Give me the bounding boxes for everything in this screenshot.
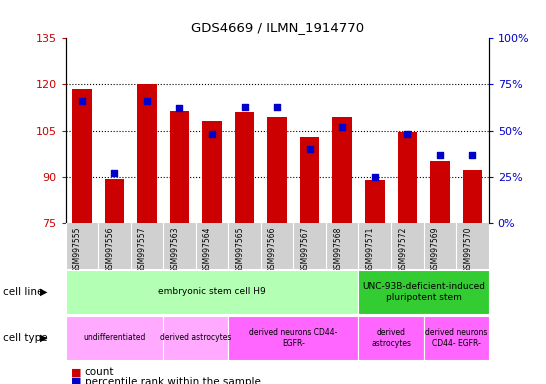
Bar — [170, 111, 189, 223]
Bar — [72, 89, 92, 223]
Point — [468, 151, 477, 157]
Bar — [137, 84, 157, 223]
Text: undifferentiated: undifferentiated — [83, 333, 146, 343]
Bar — [235, 112, 254, 223]
Bar — [163, 316, 228, 360]
Bar — [333, 117, 352, 223]
Point — [143, 98, 151, 104]
Point — [240, 104, 249, 110]
Text: embryonic stem cell H9: embryonic stem cell H9 — [158, 287, 266, 296]
Bar — [365, 180, 384, 223]
Point — [207, 131, 216, 137]
Text: ▶: ▶ — [40, 287, 48, 297]
Text: derived neurons
CD44- EGFR-: derived neurons CD44- EGFR- — [425, 328, 488, 348]
Point — [370, 174, 379, 180]
Text: GSM997570: GSM997570 — [464, 227, 472, 273]
Point — [273, 104, 282, 110]
Text: ■: ■ — [71, 367, 81, 377]
Text: derived astrocytes: derived astrocytes — [160, 333, 232, 343]
Text: GSM997571: GSM997571 — [366, 227, 375, 273]
Bar — [462, 170, 482, 223]
Bar — [66, 316, 163, 360]
Text: GSM997566: GSM997566 — [268, 227, 277, 273]
Point — [403, 131, 412, 137]
Bar — [202, 121, 222, 223]
Text: ▶: ▶ — [40, 333, 48, 343]
Bar — [359, 270, 489, 314]
Point — [305, 146, 314, 152]
Text: GSM997555: GSM997555 — [73, 227, 82, 273]
Text: UNC-93B-deficient-induced
pluripotent stem: UNC-93B-deficient-induced pluripotent st… — [362, 282, 485, 301]
Bar — [228, 316, 359, 360]
Text: GSM997564: GSM997564 — [203, 227, 212, 273]
Text: derived
astrocytes: derived astrocytes — [371, 328, 411, 348]
Text: count: count — [85, 367, 114, 377]
Point — [175, 105, 184, 111]
Text: GSM997572: GSM997572 — [398, 227, 407, 273]
Text: GSM997567: GSM997567 — [301, 227, 310, 273]
Text: GSM997565: GSM997565 — [235, 227, 245, 273]
Bar — [397, 132, 417, 223]
Bar — [430, 161, 449, 223]
Title: GDS4669 / ILMN_1914770: GDS4669 / ILMN_1914770 — [191, 22, 364, 35]
Text: cell type: cell type — [3, 333, 48, 343]
Point — [436, 151, 444, 157]
Text: GSM997568: GSM997568 — [333, 227, 342, 273]
Text: GSM997569: GSM997569 — [431, 227, 440, 273]
Bar — [105, 179, 124, 223]
Point — [78, 98, 86, 104]
Bar — [66, 270, 359, 314]
Point — [338, 124, 347, 130]
Text: GSM997556: GSM997556 — [105, 227, 114, 273]
Bar — [424, 316, 489, 360]
Bar — [359, 316, 424, 360]
Text: GSM997563: GSM997563 — [170, 227, 180, 273]
Text: cell line: cell line — [3, 287, 43, 297]
Text: GSM997557: GSM997557 — [138, 227, 147, 273]
Text: ■: ■ — [71, 377, 81, 384]
Point — [110, 170, 118, 176]
Bar — [268, 117, 287, 223]
Bar — [300, 137, 319, 223]
Text: percentile rank within the sample: percentile rank within the sample — [85, 377, 260, 384]
Text: derived neurons CD44-
EGFR-: derived neurons CD44- EGFR- — [249, 328, 337, 348]
